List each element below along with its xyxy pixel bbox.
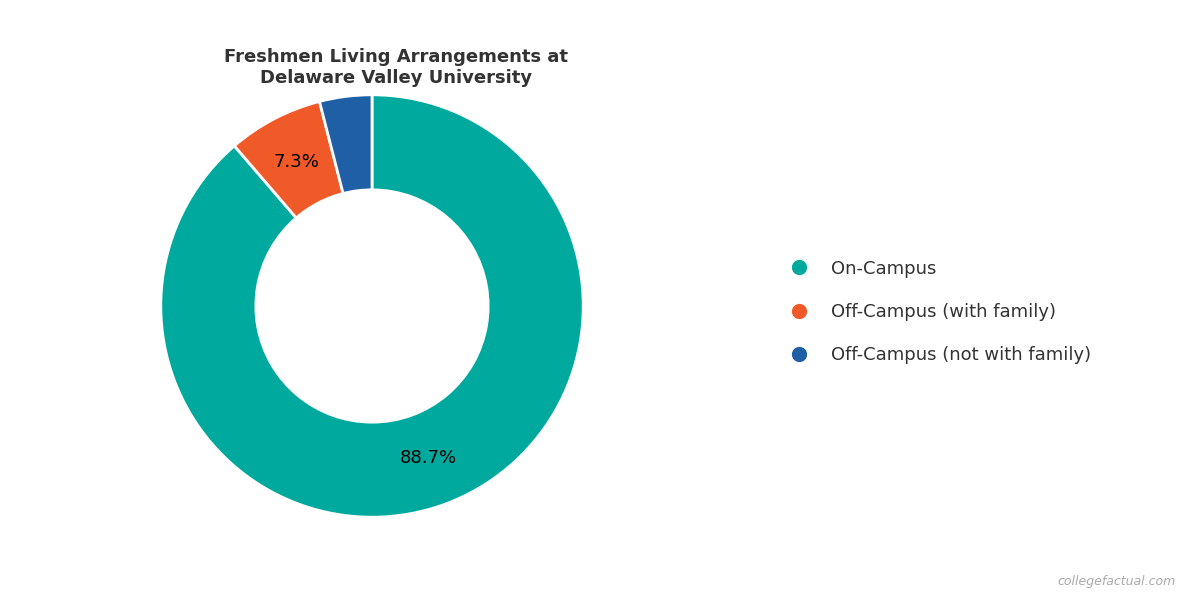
Wedge shape (161, 95, 583, 517)
Legend: On-Campus, Off-Campus (with family), Off-Campus (not with family): On-Campus, Off-Campus (with family), Off… (763, 242, 1109, 382)
Wedge shape (234, 101, 343, 218)
Text: collegefactual.com: collegefactual.com (1057, 575, 1176, 588)
Text: 7.3%: 7.3% (274, 153, 319, 171)
Wedge shape (319, 95, 372, 193)
Text: 88.7%: 88.7% (400, 449, 457, 467)
Text: Freshmen Living Arrangements at
Delaware Valley University: Freshmen Living Arrangements at Delaware… (224, 48, 568, 87)
